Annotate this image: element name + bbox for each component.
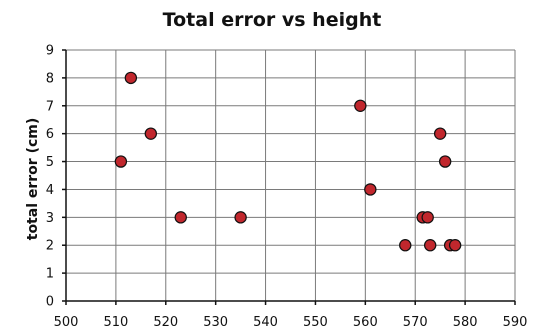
- y-tick-label-8: 8: [46, 71, 54, 86]
- axes: [62, 49, 516, 305]
- data-point-7: [364, 183, 377, 196]
- data-point-10: [421, 211, 434, 224]
- x-tick-label-500: 500: [54, 315, 79, 329]
- x-tick-label-590: 590: [503, 315, 528, 329]
- data-point-1: [114, 155, 128, 168]
- x-tick-label-530: 530: [203, 315, 228, 329]
- data-point-6: [354, 99, 367, 112]
- gridlines: [66, 49, 516, 301]
- data-point-4: [174, 211, 187, 224]
- y-tick-label-9: 9: [46, 44, 54, 59]
- data-point-5: [234, 211, 247, 224]
- data-point-8: [399, 239, 412, 252]
- x-tick-label-540: 540: [253, 315, 278, 329]
- chart-title: Total error vs height: [163, 9, 382, 31]
- x-tick-label-550: 550: [303, 315, 328, 329]
- data-point-11: [423, 239, 437, 252]
- y-tick-label-4: 4: [46, 183, 54, 198]
- x-tick-label-560: 560: [353, 315, 378, 329]
- x-tick-label-580: 580: [453, 315, 478, 329]
- data-point-12: [433, 127, 447, 140]
- y-tick-label-7: 7: [46, 99, 54, 114]
- y-tick-label-1: 1: [46, 267, 54, 282]
- x-tick-label-520: 520: [153, 315, 178, 329]
- y-tick-label-6: 6: [46, 127, 54, 142]
- data-points: [114, 71, 462, 252]
- data-point-2: [124, 71, 138, 85]
- data-point-3: [144, 127, 158, 140]
- tick-labels: 500 510 520 530 540 550 560 570 580 590 0 1 2 3 4 5 6 7 8 9: [46, 44, 528, 329]
- y-tick-label-3: 3: [46, 211, 54, 226]
- x-tick-label-510: 510: [103, 315, 128, 329]
- x-tick-label-570: 570: [403, 315, 428, 329]
- y-tick-label-2: 2: [46, 239, 54, 254]
- data-point-13: [438, 155, 452, 168]
- y-axis-label: total error (cm): [25, 118, 41, 241]
- y-tick-label-0: 0: [46, 295, 54, 310]
- y-tick-label-5: 5: [46, 155, 54, 170]
- data-point-15: [448, 239, 462, 252]
